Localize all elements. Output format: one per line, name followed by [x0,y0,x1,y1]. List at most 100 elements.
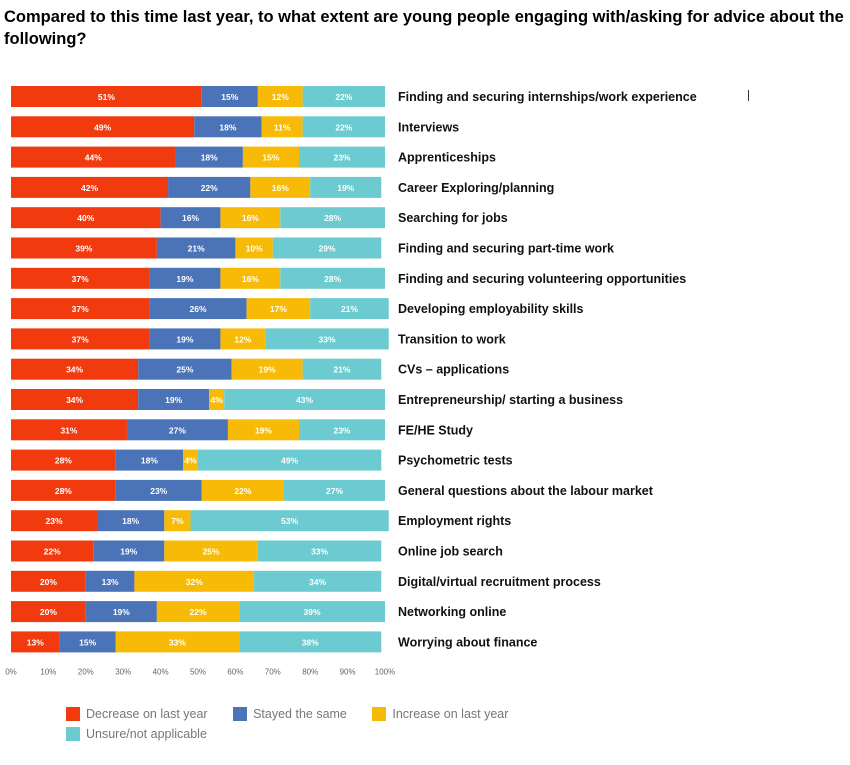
chart-legend: Decrease on last year Stayed the same In… [66,704,536,744]
bar-segment [239,601,385,623]
bar-segment [250,176,311,198]
data-label: 12% [272,92,289,102]
category-label: Entrepreneurship/ starting a business [398,393,623,407]
bar-segment [280,267,385,289]
bar-segment [194,116,262,138]
x-tick-label: 90% [340,667,356,676]
data-label: 19% [176,334,193,344]
data-label: 53% [281,516,298,526]
legend-label: Decrease on last year [86,707,208,721]
data-label: 22% [335,92,352,102]
data-label: 15% [221,92,238,102]
category-label: Career Exploring/planning [398,181,554,195]
data-label: 19% [113,607,130,617]
bar-segment [257,86,303,107]
data-label: 44% [85,153,102,163]
bar-segment [246,298,311,320]
data-label: 27% [326,486,343,496]
bar-segment [149,328,221,350]
data-label: 23% [333,425,350,435]
data-label: 11% [274,122,291,132]
category-label: Psychometric tests [398,454,513,468]
bar-segment [156,601,240,623]
category-label: Finding and securing part-time work [398,242,614,256]
data-label: 22% [335,122,352,132]
bar-segment [126,419,228,441]
category-label: General questions about the labour marke… [398,484,654,498]
data-label: 33% [311,547,328,557]
bar-segment [149,298,247,320]
bar-segment [235,237,273,259]
data-label: 37% [72,274,89,284]
data-label: 13% [102,577,119,587]
data-label: 37% [72,304,89,314]
bar-segment [220,267,281,289]
bar-segment [11,116,195,138]
bar-segment [11,267,150,289]
bar-segment [254,570,382,592]
category-label: Apprenticeships [398,151,496,165]
legend-label: Stayed the same [253,707,347,721]
legend-item-unsure: Unsure/not applicable [66,724,207,744]
data-label: 28% [55,486,72,496]
bar-segment [11,631,60,653]
data-label: 22% [201,183,218,193]
bar-segment [257,540,382,562]
x-tick-label: 0% [5,667,17,676]
data-label: 28% [324,274,341,284]
data-label: 18% [141,456,158,466]
bar-segment [11,570,86,592]
bar-segment [11,358,139,380]
data-label: 25% [176,365,193,375]
data-label: 40% [77,213,94,223]
chart-title: Compared to this time last year, to what… [4,8,844,48]
data-label: 19% [337,183,354,193]
data-label: 31% [60,425,77,435]
legend-item-increase: Increase on last year [372,704,508,724]
x-tick-label: 50% [190,667,206,676]
bar-segment [302,86,385,107]
bar-segment [115,631,240,653]
bar-segment [156,237,236,259]
data-label: 16% [182,213,199,223]
category-label: Networking online [398,605,506,619]
category-label: Finding and securing volunteering opport… [398,272,686,286]
bar-segment [164,540,258,562]
category-label: CVs – applications [398,363,509,377]
bar-segment [302,116,385,138]
category-label: Developing employability skills [398,302,584,316]
data-label: 16% [242,274,259,284]
x-tick-label: 100% [375,667,395,676]
data-label: 7% [171,516,184,526]
bar-segment [261,116,303,138]
data-label: 19% [120,547,137,557]
bar-segment [115,479,202,501]
bar-segment [272,237,382,259]
data-label: 18% [122,516,139,526]
bar-segment [11,237,157,259]
data-label: 23% [150,486,167,496]
data-label: 26% [189,304,206,314]
bar-segment [220,207,281,229]
bar-segment [59,631,116,653]
bar-segment [93,540,165,562]
data-label: 51% [98,92,115,102]
legend-item-stayed-same: Stayed the same [233,704,347,724]
data-label: 20% [40,577,57,587]
stacked-bar-chart: 51% 15% 12% 22% Finding and securing interns… [5,86,697,676]
category-label: Employment rights [398,514,511,528]
legend-item-decrease: Decrease on last year [66,704,208,724]
data-label: 34% [66,395,83,405]
bar-segment [298,419,385,441]
category-label: Worrying about finance [398,635,537,649]
bar-segment [138,358,232,380]
data-label: 34% [66,365,83,375]
bar-segment [11,328,150,350]
data-label: 43% [296,395,313,405]
data-label: 19% [255,425,272,435]
data-label: 33% [319,334,336,344]
data-label: 38% [302,637,319,647]
data-label: 18% [219,122,236,132]
bar-segment [280,207,385,229]
legend-label: Unsure/not applicable [86,727,207,741]
